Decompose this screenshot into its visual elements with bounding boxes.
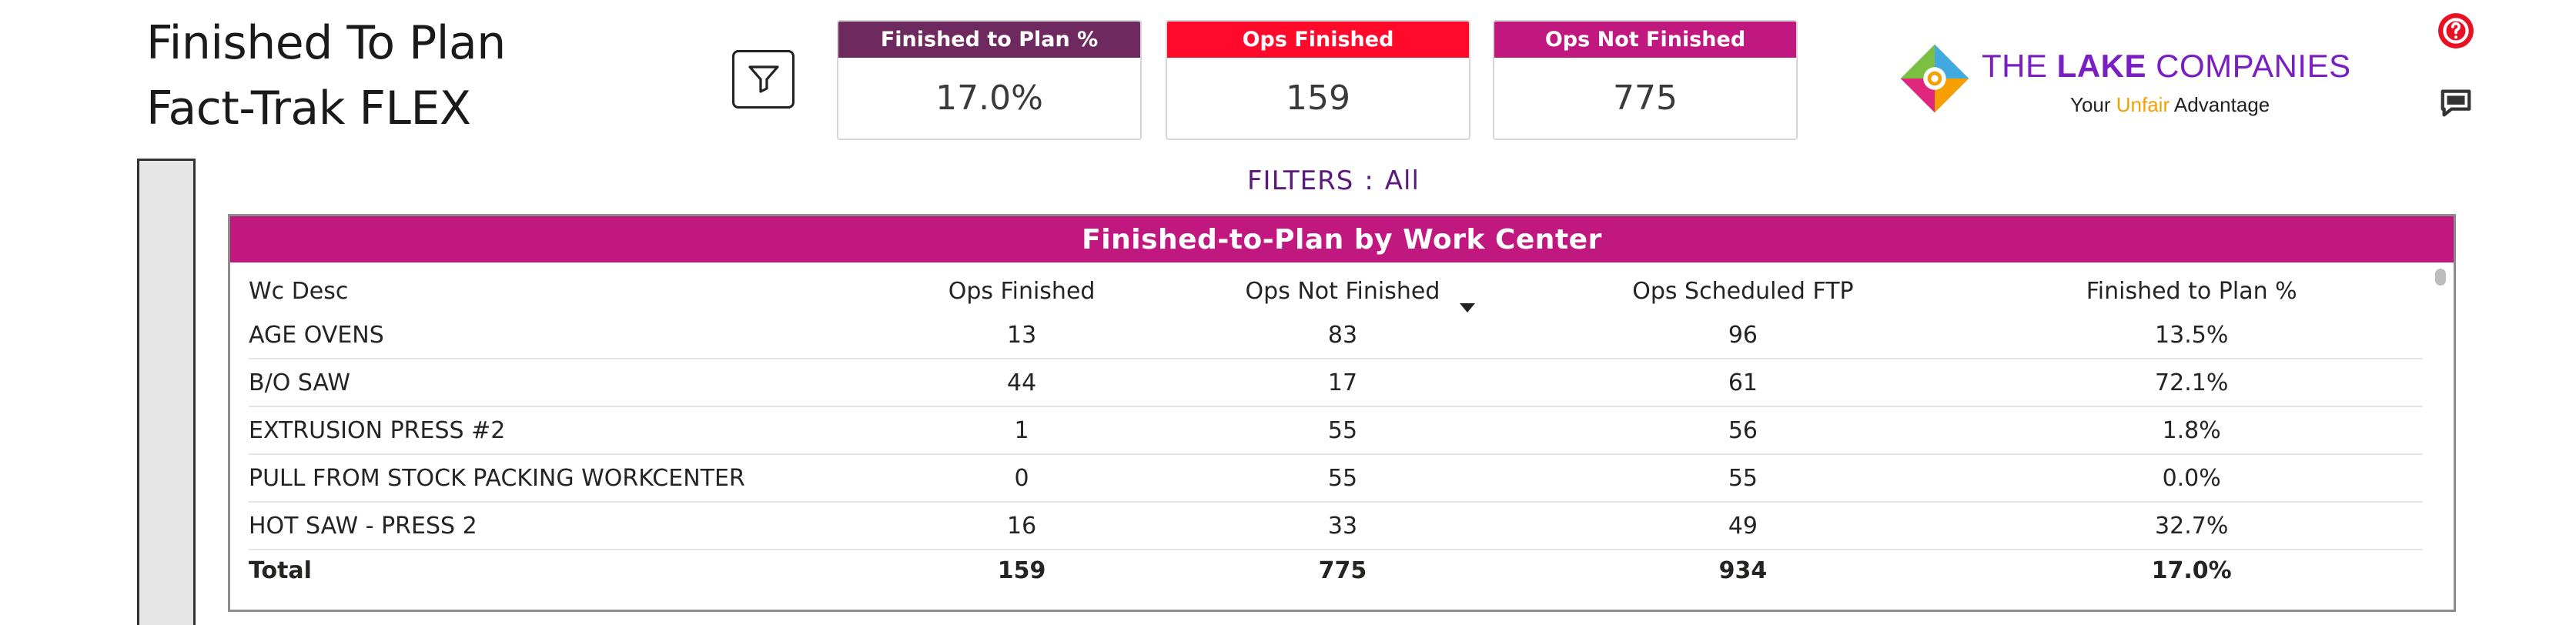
table-cell: EXTRUSION PRESS #2 bbox=[249, 416, 506, 444]
comment-icon[interactable] bbox=[2436, 83, 2476, 123]
filter-button[interactable] bbox=[732, 50, 795, 109]
table-cell: 83 bbox=[1327, 321, 1358, 349]
table-cell: 56 bbox=[1728, 416, 1758, 444]
table-cell: Total bbox=[249, 556, 312, 584]
table-row: HOT SAW - PRESS 2 16 33 49 32.7% bbox=[249, 503, 2423, 550]
table-cell: B/O SAW bbox=[249, 369, 350, 396]
table-cell: PULL FROM STOCK PACKING WORKCENTER bbox=[249, 464, 745, 492]
table-cell: 775 bbox=[1318, 556, 1367, 584]
column-header[interactable]: Ops Scheduled FTP bbox=[1632, 277, 1854, 305]
table-cell: 32.7% bbox=[2155, 512, 2229, 540]
kpi-card-ops-not-finished: Ops Not Finished 775 bbox=[1493, 20, 1798, 140]
table-cell: AGE OVENS bbox=[249, 321, 384, 349]
table-cell: 55 bbox=[1728, 464, 1758, 492]
sort-descending-icon bbox=[1460, 303, 1475, 312]
table-cell: 13.5% bbox=[2155, 321, 2229, 349]
table-row: AGE OVENS 13 83 96 13.5% bbox=[249, 312, 2423, 359]
column-header[interactable]: Ops Not Finished bbox=[1245, 277, 1440, 305]
kpi-label: Finished to Plan % bbox=[838, 22, 1140, 58]
column-header[interactable]: Ops Finished bbox=[948, 277, 1096, 305]
table-cell: 49 bbox=[1728, 512, 1758, 540]
table-cell: 17 bbox=[1327, 369, 1358, 396]
filter-funnel-icon bbox=[748, 65, 779, 93]
table-cell: HOT SAW - PRESS 2 bbox=[249, 512, 477, 540]
table-cell: 44 bbox=[1006, 369, 1037, 396]
table-row: PULL FROM STOCK PACKING WORKCENTER 0 55 … bbox=[249, 455, 2423, 503]
table-title: Finished-to-Plan by Work Center bbox=[230, 216, 2454, 262]
left-panel bbox=[137, 159, 196, 625]
help-icon[interactable] bbox=[2436, 11, 2476, 51]
filters-status: FILTERS: All bbox=[1247, 165, 1420, 196]
table-header-row: Wc Desc Ops Finished Ops Not Finished Op… bbox=[249, 270, 2423, 312]
column-header[interactable]: Finished to Plan % bbox=[2086, 277, 2297, 305]
table-cell: 159 bbox=[997, 556, 1046, 584]
kpi-value: 775 bbox=[1613, 79, 1678, 118]
table-cell: 33 bbox=[1327, 512, 1358, 540]
table-cell: 1.8% bbox=[2162, 416, 2221, 444]
kpi-label: Ops Not Finished bbox=[1494, 22, 1796, 58]
table-cell: 0 bbox=[1014, 464, 1029, 492]
table-cell: 17.0% bbox=[2151, 556, 2232, 584]
table-cell: 55 bbox=[1327, 416, 1358, 444]
kpi-card-ops-finished: Ops Finished 159 bbox=[1166, 20, 1470, 140]
table-cell: 934 bbox=[1718, 556, 1768, 584]
kpi-value: 17.0% bbox=[935, 79, 1043, 118]
table-cell: 96 bbox=[1728, 321, 1758, 349]
logo-tagline: Your Unfair Advantage bbox=[2070, 93, 2270, 116]
table-cell: 0.0% bbox=[2162, 464, 2221, 492]
lake-companies-logo-icon bbox=[1900, 44, 1969, 113]
table-cell: 61 bbox=[1728, 369, 1758, 396]
table-cell: 13 bbox=[1006, 321, 1037, 349]
kpi-card-finished-to-plan: Finished to Plan % 17.0% bbox=[837, 20, 1142, 140]
table-cell: 16 bbox=[1006, 512, 1037, 540]
work-center-table: Finished-to-Plan by Work Center Wc Desc … bbox=[228, 214, 2456, 612]
table-cell: 55 bbox=[1327, 464, 1358, 492]
table-row: EXTRUSION PRESS #2 1 55 56 1.8% bbox=[249, 407, 2423, 455]
scrollbar-thumb[interactable] bbox=[2435, 269, 2446, 286]
table-cell: 1 bbox=[1014, 416, 1029, 444]
table-total-row: Total 159 775 934 17.0% bbox=[249, 550, 2423, 590]
logo-brand: THE LAKE COMPANIES bbox=[1982, 48, 2351, 84]
kpi-value: 159 bbox=[1286, 79, 1350, 118]
column-header[interactable]: Wc Desc bbox=[249, 277, 349, 305]
table-row: B/O SAW 44 17 61 72.1% bbox=[249, 359, 2423, 407]
page-subtitle: Fact-Trak FLEX bbox=[146, 82, 471, 135]
page-title: Finished To Plan bbox=[146, 16, 506, 70]
table-cell: 72.1% bbox=[2155, 369, 2229, 396]
kpi-label: Ops Finished bbox=[1167, 22, 1469, 58]
